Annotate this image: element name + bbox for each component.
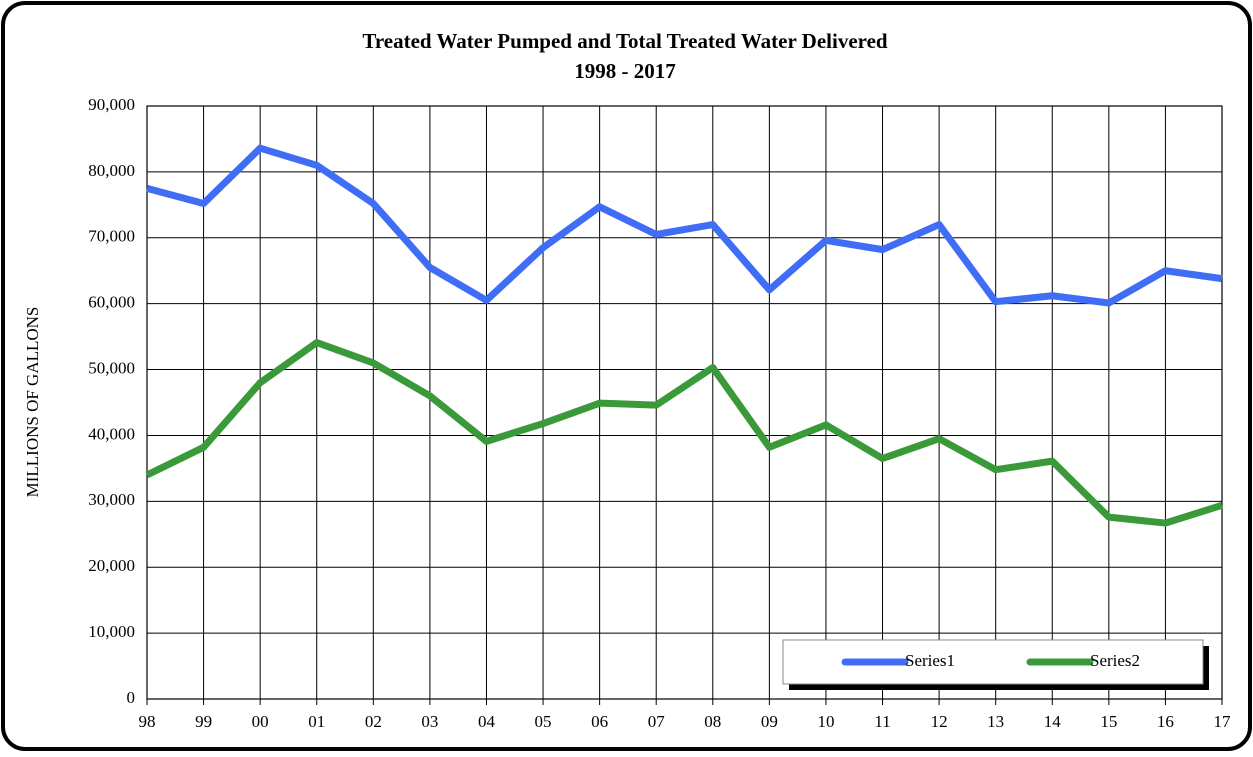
x-tick-label: 02 bbox=[365, 712, 382, 731]
y-tick-label: 90,000 bbox=[88, 95, 135, 114]
x-tick-label: 12 bbox=[931, 712, 948, 731]
chart-subtitle: 1998 - 2017 bbox=[574, 59, 676, 83]
x-tick-label: 00 bbox=[252, 712, 269, 731]
y-tick-label: 40,000 bbox=[88, 424, 135, 443]
x-tick-label: 01 bbox=[308, 712, 325, 731]
x-tick-label: 09 bbox=[761, 712, 778, 731]
plot-border bbox=[146, 105, 1223, 700]
x-tick-label: 98 bbox=[139, 712, 156, 731]
y-tick-label: 0 bbox=[127, 688, 136, 707]
x-tick-label: 04 bbox=[478, 712, 496, 731]
x-tick-label: 05 bbox=[535, 712, 552, 731]
series-line bbox=[145, 339, 1224, 527]
y-tick-label: 10,000 bbox=[88, 622, 135, 641]
x-tick-label: 06 bbox=[591, 712, 608, 731]
y-tick-label: 60,000 bbox=[88, 293, 135, 312]
x-tick-label: 03 bbox=[421, 712, 438, 731]
legend-label: Series1 bbox=[905, 651, 955, 670]
x-tick-label: 17 bbox=[1214, 712, 1232, 731]
x-tick-label: 07 bbox=[648, 712, 666, 731]
x-tick-label: 14 bbox=[1044, 712, 1062, 731]
y-tick-label: 30,000 bbox=[88, 490, 135, 509]
chart-title: Treated Water Pumped and Total Treated W… bbox=[362, 29, 888, 53]
y-axis-label: MILLIONS OF GALLONS bbox=[23, 307, 42, 498]
x-tick-label: 13 bbox=[987, 712, 1004, 731]
x-tick-label: 11 bbox=[874, 712, 890, 731]
y-tick-label: 20,000 bbox=[88, 556, 135, 575]
x-tick-label: 08 bbox=[704, 712, 721, 731]
x-tick-label: 15 bbox=[1100, 712, 1117, 731]
y-tick-label: 70,000 bbox=[88, 227, 135, 246]
series-line bbox=[146, 144, 1223, 307]
x-tick-label: 10 bbox=[817, 712, 834, 731]
y-tick-label: 80,000 bbox=[88, 161, 135, 180]
legend-label: Series2 bbox=[1090, 651, 1140, 670]
x-tick-label: 99 bbox=[195, 712, 212, 731]
y-tick-label: 50,000 bbox=[88, 358, 135, 377]
x-tick-label: 16 bbox=[1157, 712, 1174, 731]
